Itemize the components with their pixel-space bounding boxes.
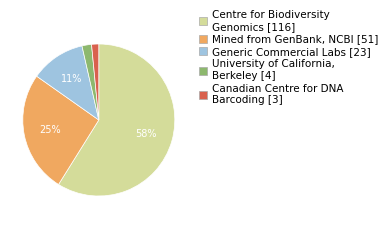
Wedge shape [37,46,99,120]
Legend: Centre for Biodiversity
Genomics [116], Mined from GenBank, NCBI [51], Generic C: Centre for Biodiversity Genomics [116], … [199,10,378,105]
Wedge shape [59,44,175,196]
Wedge shape [23,76,99,185]
Text: 58%: 58% [136,129,157,139]
Wedge shape [82,44,99,120]
Text: 25%: 25% [40,125,61,135]
Text: 11%: 11% [61,74,82,84]
Wedge shape [92,44,99,120]
